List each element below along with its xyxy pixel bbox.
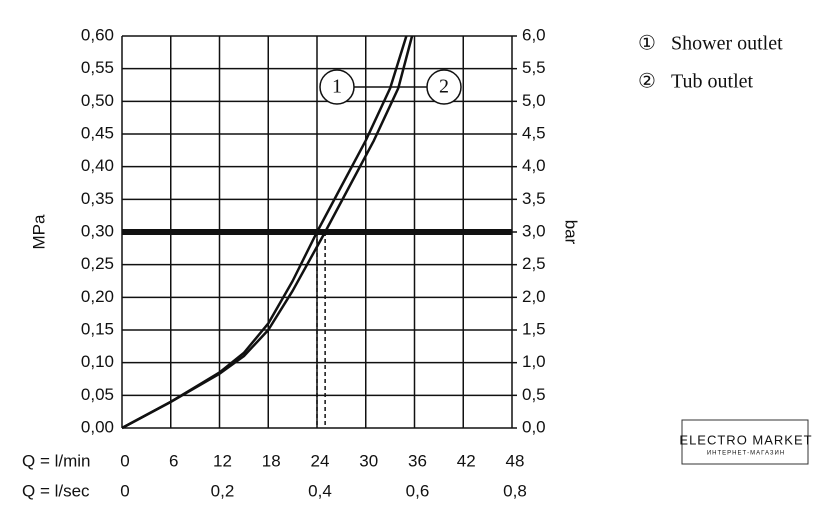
legend-marker: ② bbox=[638, 71, 656, 93]
x2-axis-label: Q = l/sec bbox=[22, 481, 90, 500]
y-tick-label: 0,60 bbox=[81, 25, 114, 44]
legend-label: Tub outlet bbox=[671, 71, 754, 93]
series-line bbox=[121, 35, 414, 430]
y-tick-label: 0,45 bbox=[81, 123, 114, 142]
x-tick-label: 42 bbox=[457, 451, 476, 470]
watermark-subtitle: ИНТЕРНЕТ-МАГАЗИН bbox=[707, 451, 785, 457]
y-tick-label: 0,25 bbox=[81, 254, 114, 273]
x-tick-label: 0 bbox=[120, 451, 129, 470]
x-tick-label: 18 bbox=[262, 451, 281, 470]
y-tick-label: 0,10 bbox=[81, 352, 114, 371]
y-tick-label: 0,30 bbox=[81, 221, 114, 240]
y-tick-label: 0,40 bbox=[81, 156, 114, 175]
x2-tick-label: 0,2 bbox=[211, 481, 235, 500]
y-tick-label: 0,35 bbox=[81, 189, 114, 208]
y-axis-label: MPa bbox=[29, 214, 48, 250]
watermark: ELECTRO MARKET ИНТЕРНЕТ-МАГАЗИН bbox=[679, 419, 812, 465]
legend-label: Shower outlet bbox=[671, 33, 783, 55]
y2-tick-label: 5,0 bbox=[522, 91, 546, 110]
y2-tick-label: 1,0 bbox=[522, 352, 546, 371]
y2-tick-label: 4,0 bbox=[522, 156, 546, 175]
x-tick-label: 48 bbox=[506, 451, 525, 470]
y2-tick-label: 4,5 bbox=[522, 123, 546, 142]
y-tick-label: 0,15 bbox=[81, 319, 114, 338]
x2-tick-label: 0,6 bbox=[406, 481, 430, 500]
y2-tick-label: 6,0 bbox=[522, 25, 546, 44]
x-axis-label: Q = l/min bbox=[22, 451, 91, 470]
x-tick-label: 6 bbox=[169, 451, 178, 470]
y2-tick-label: 0,5 bbox=[522, 385, 546, 404]
x2-tick-label: 0 bbox=[120, 481, 129, 500]
x-tick-label: 36 bbox=[408, 451, 427, 470]
y-tick-label: 0,20 bbox=[81, 287, 114, 306]
y2-tick-label: 5,5 bbox=[522, 58, 546, 77]
y2-tick-label: 2,0 bbox=[522, 287, 546, 306]
y-tick-label: 0,00 bbox=[81, 417, 114, 436]
legend-marker: ① bbox=[638, 33, 656, 55]
x-tick-label: 12 bbox=[213, 451, 232, 470]
x-tick-label: 30 bbox=[359, 451, 378, 470]
callout-label: 2 bbox=[439, 76, 449, 98]
y2-tick-label: 3,0 bbox=[522, 221, 546, 240]
y2-tick-label: 2,5 bbox=[522, 254, 546, 273]
x-tick-label: 24 bbox=[311, 451, 330, 470]
y-tick-label: 0,05 bbox=[81, 385, 114, 404]
y2-axis-label: bar bbox=[562, 220, 581, 245]
y-tick-label: 0,50 bbox=[81, 91, 114, 110]
y2-tick-label: 1,5 bbox=[522, 319, 546, 338]
y2-tick-label: 3,5 bbox=[522, 189, 546, 208]
x2-tick-label: 0,4 bbox=[308, 481, 332, 500]
x2-tick-label: 0,8 bbox=[503, 481, 527, 500]
callout-label: 1 bbox=[332, 76, 342, 98]
y2-tick-label: 0,0 bbox=[522, 417, 546, 436]
watermark-title: ELECTRO MARKET bbox=[679, 432, 812, 447]
watermark-box bbox=[681, 419, 809, 465]
y-tick-label: 0,55 bbox=[81, 58, 114, 77]
